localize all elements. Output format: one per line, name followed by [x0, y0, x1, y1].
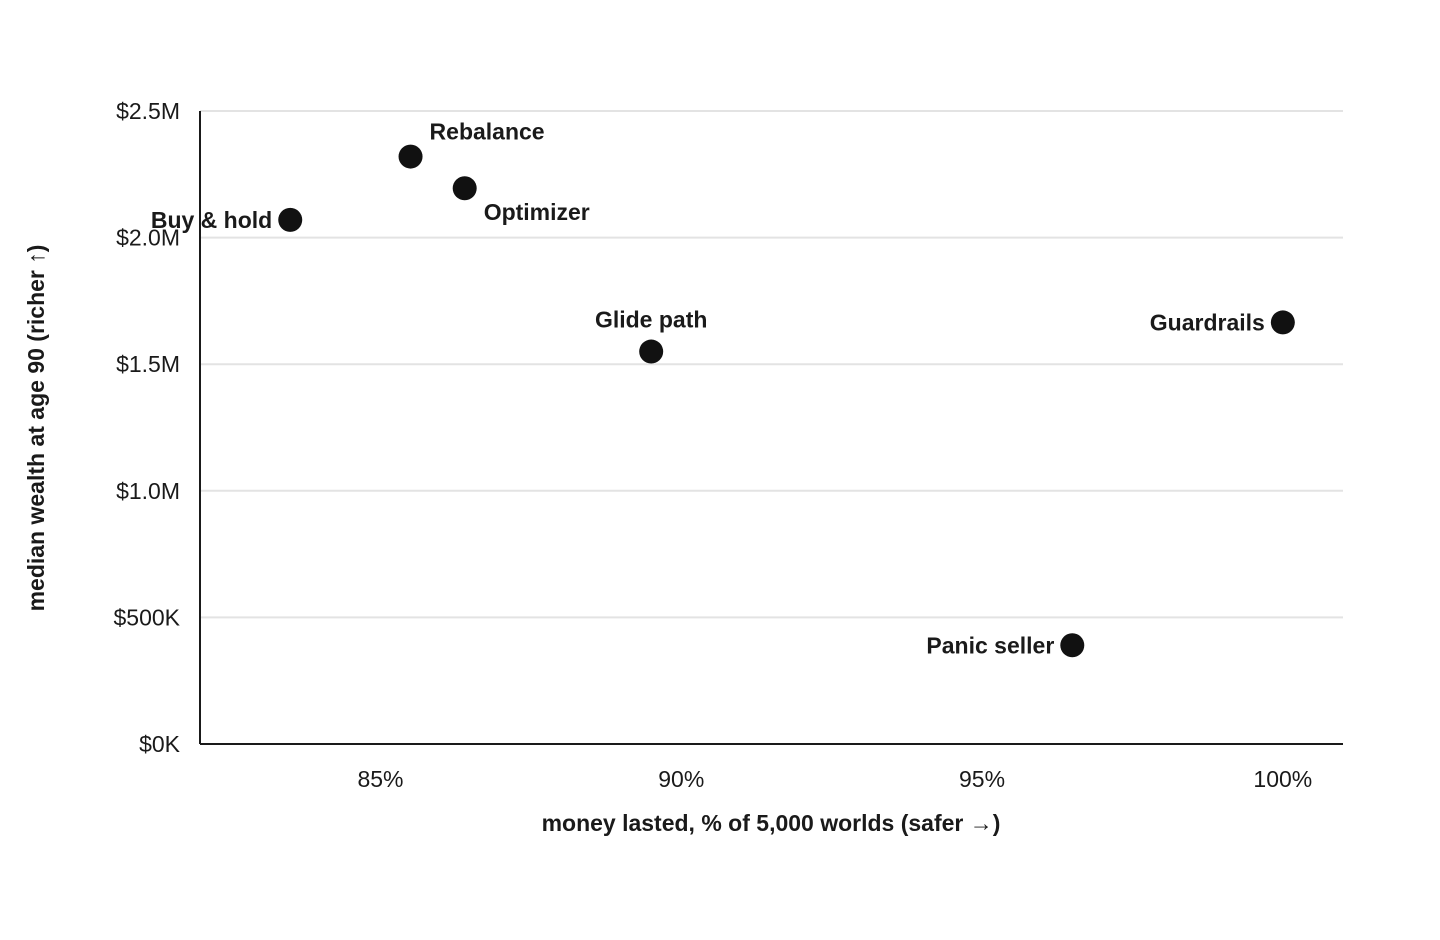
point-label: Optimizer [484, 199, 590, 225]
y-tick-label: $2.0M [116, 225, 180, 251]
data-point [398, 144, 423, 169]
x-tick-label: 90% [658, 766, 704, 792]
x-tick-label: 95% [959, 766, 1005, 792]
y-tick-label: $1.5M [116, 351, 180, 377]
data-point [639, 339, 664, 364]
point-label: Guardrails [1150, 309, 1265, 335]
y-tick-label: $0K [139, 731, 181, 757]
point-label: Glide path [595, 307, 707, 333]
point-labels: Buy & hold Rebalance Optimizer Glide path Pa… [151, 119, 1265, 659]
data-point [1270, 310, 1295, 335]
point-label: Rebalance [430, 119, 545, 145]
data-point [278, 207, 303, 232]
data-points [278, 144, 1295, 658]
y-tick-labels: $0K $500K $1.0M $1.5M $2.0M $2.5M [113, 98, 180, 757]
data-point [452, 176, 477, 201]
point-label: Buy & hold [151, 207, 272, 233]
gridlines [200, 110, 1343, 619]
y-tick-label: $1.0M [116, 478, 180, 504]
y-axis-title: median wealth at age 90 (richer ↑) [23, 245, 49, 612]
x-tick-label: 85% [357, 766, 403, 792]
x-axis-title: money lasted, % of 5,000 worlds (safer →… [542, 810, 1001, 836]
x-tick-label: 100% [1253, 766, 1312, 792]
y-tick-label: $500K [113, 604, 180, 630]
axes [199, 111, 1343, 745]
x-tick-labels: 85% 90% 95% 100% [357, 766, 1312, 792]
point-label: Panic seller [926, 632, 1054, 658]
y-tick-label: $2.5M [116, 98, 180, 124]
data-point [1060, 633, 1085, 658]
